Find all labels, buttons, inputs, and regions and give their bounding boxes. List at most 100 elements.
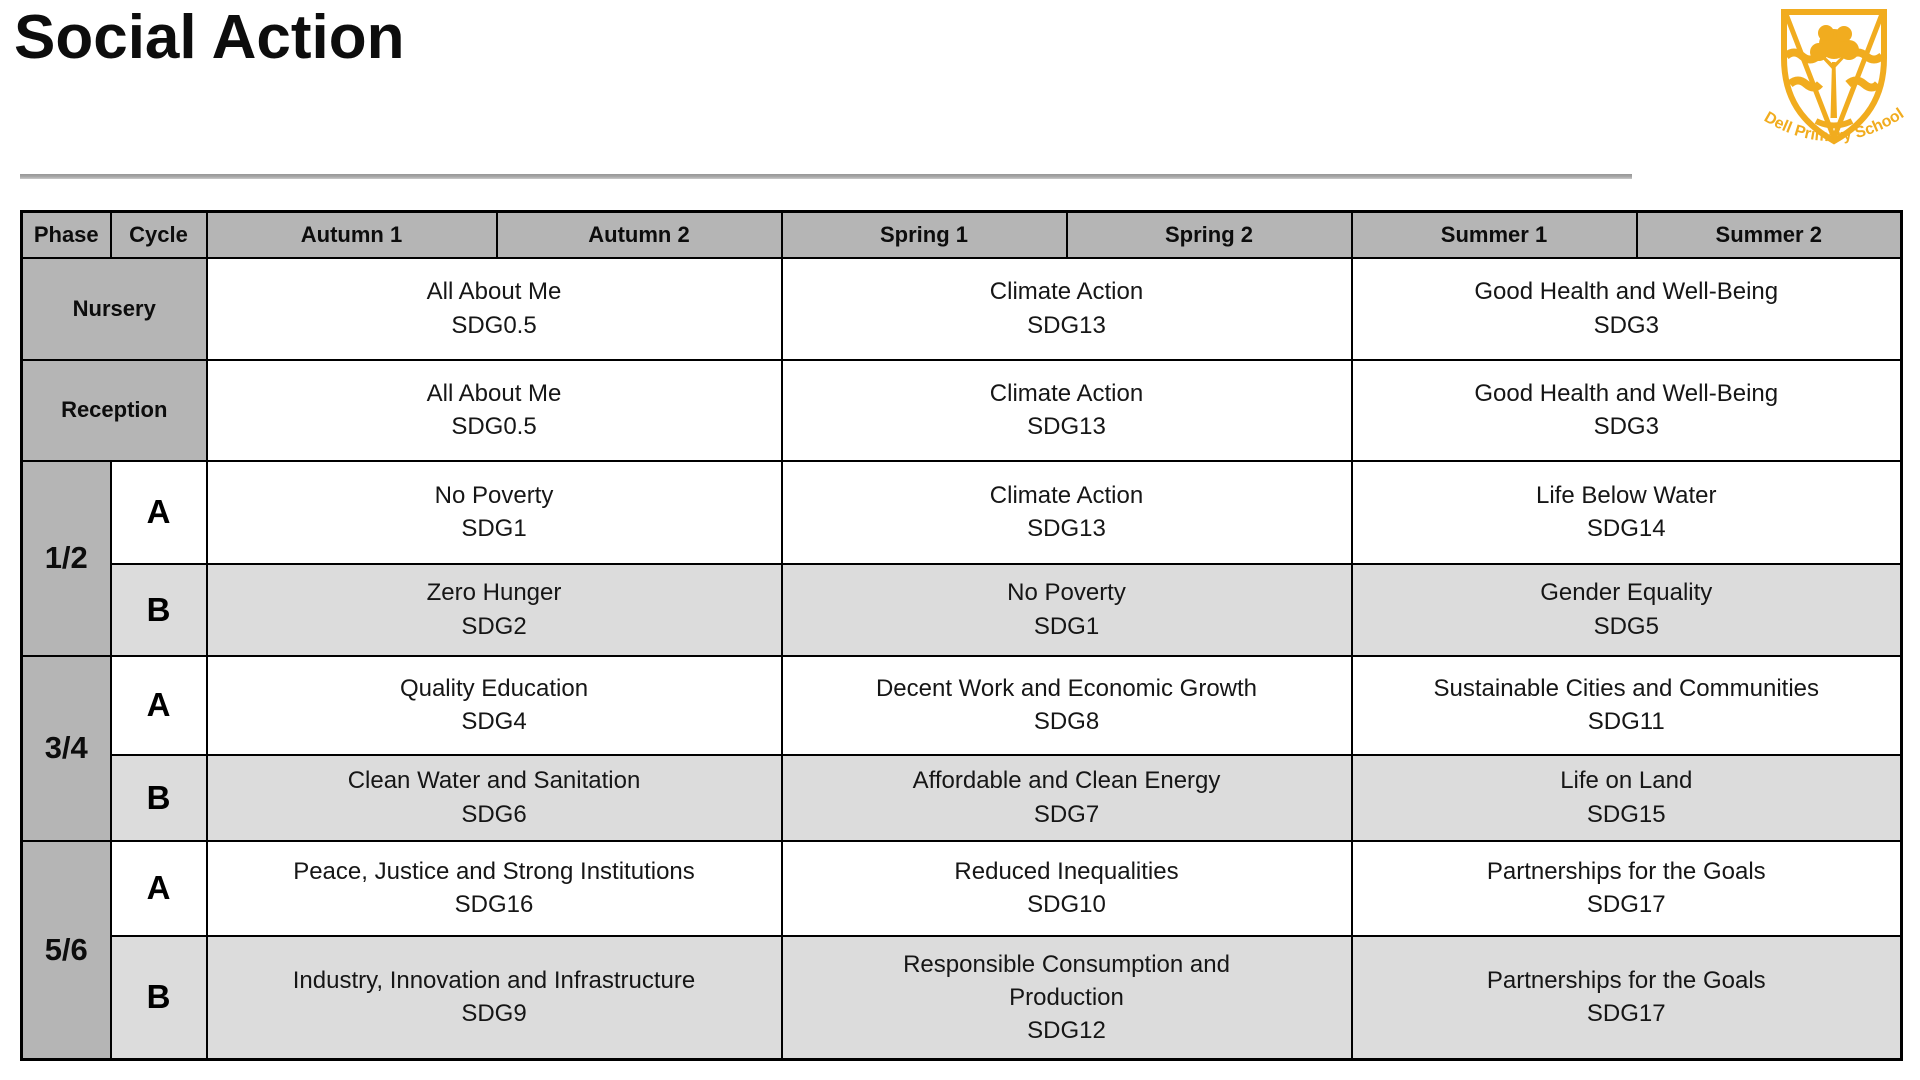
topic-title: No Poverty <box>434 481 554 509</box>
header-phase: Phase <box>20 210 112 259</box>
header-summer-2: Summer 2 <box>1635 210 1903 259</box>
cycle-cell-56-a: A <box>109 839 208 937</box>
sdg-code: SDG10 <box>1027 891 1106 918</box>
cell-reception-autumn: All About Me SDG0.5 <box>205 358 783 462</box>
topic-title: Affordable and Clean Energy <box>912 767 1221 795</box>
topic-title: Climate Action <box>989 379 1144 407</box>
topic-title: All About Me <box>426 379 562 407</box>
topic-title: Reduced Inequalities <box>954 857 1179 885</box>
sdg-code: SDG14 <box>1586 515 1666 542</box>
header-spring-2: Spring 2 <box>1065 210 1353 259</box>
cycle-cell-34-b: B <box>109 753 208 842</box>
header-summer-1: Summer 1 <box>1350 210 1638 259</box>
topic-title: Life on Land <box>1560 767 1693 795</box>
sdg-code: SDG1 <box>461 515 527 542</box>
topic-title: Good Health and Well-Being <box>1474 379 1779 407</box>
sdg-code: SDG7 <box>1033 800 1100 828</box>
cell-56a-autumn: Peace, Justice and Strong Institutions S… <box>205 839 783 937</box>
topic-title: Climate Action <box>989 481 1144 509</box>
sdg-code: SDG2 <box>461 612 527 640</box>
topic-title: Sustainable Cities and Communities <box>1433 674 1820 702</box>
cell-reception-spring: Climate Action SDG13 <box>780 358 1353 462</box>
sdg-code: SDG9 <box>461 1000 527 1028</box>
sdg-code: SDG0.5 <box>451 311 537 339</box>
topic-title: Partnerships for the Goals <box>1486 857 1766 885</box>
row-12-b: B Zero Hunger SDG2 No Poverty SDG1 Gende… <box>22 562 1903 657</box>
topic-title: Good Health and Well-Being <box>1474 278 1779 306</box>
sdg-code: SDG13 <box>1027 311 1106 339</box>
sdg-code: SDG16 <box>454 891 534 918</box>
cell-34b-spring: Affordable and Clean Energy SDG7 <box>780 753 1353 842</box>
cell-34b-autumn: Clean Water and Sanitation SDG6 <box>205 753 783 842</box>
cell-12b-summer: Gender Equality SDG5 <box>1350 562 1903 657</box>
sdg-code: SDG0.5 <box>451 413 537 440</box>
sdg-code: SDG4 <box>461 708 527 735</box>
sdg-code: SDG12 <box>1027 1016 1106 1044</box>
sdg-code: SDG5 <box>1593 612 1659 640</box>
topic-title: Gender Equality <box>1540 579 1713 607</box>
sdg-code: SDG3 <box>1593 413 1659 440</box>
row-56-b: B Industry, Innovation and Infrastructur… <box>22 934 1903 1061</box>
sdg-code: SDG17 <box>1586 891 1666 918</box>
sdg-code: SDG17 <box>1586 1000 1666 1028</box>
cell-reception-summer: Good Health and Well-Being SDG3 <box>1350 358 1903 462</box>
page-title: Social Action <box>14 3 405 72</box>
topic-title: Peace, Justice and Strong Institutions <box>293 857 695 885</box>
cycle-cell-56-b: B <box>109 934 208 1061</box>
cell-12b-spring: No Poverty SDG1 <box>780 562 1353 657</box>
row-12-a: 1/2 A No Poverty SDG1 Climate Action SDG… <box>20 459 1903 657</box>
title-divider-rule <box>20 174 1632 179</box>
cell-56b-summer: Partnerships for the Goals SDG17 <box>1350 934 1903 1061</box>
wave-band-icon <box>1845 76 1882 92</box>
social-action-curriculum-table: Phase Cycle Autumn 1 Autumn 2 Spring 1 S… <box>20 210 1903 1061</box>
phase-cell-56: 5/6 <box>20 839 112 1061</box>
phase-cell-nursery: Nursery <box>20 256 208 361</box>
topic-title: Responsible Consumption and Production <box>903 950 1230 1011</box>
cycle-cell-12-a: A <box>109 459 208 565</box>
topic-title: Clean Water and Sanitation <box>347 767 641 795</box>
phase-cell-12: 1/2 <box>20 459 112 657</box>
cycle-cell-12-b: B <box>109 562 208 657</box>
topic-title: All About Me <box>426 278 562 306</box>
cell-nursery-spring: Climate Action SDG13 <box>780 256 1353 361</box>
topic-title: Life Below Water <box>1535 481 1717 509</box>
cell-nursery-autumn: All About Me SDG0.5 <box>205 256 783 361</box>
sdg-code: SDG8 <box>1033 708 1100 735</box>
header-autumn-1: Autumn 1 <box>205 210 498 259</box>
topic-title: Industry, Innovation and Infrastructure <box>292 967 696 995</box>
cell-nursery-summer: Good Health and Well-Being SDG3 <box>1350 256 1903 361</box>
sdg-code: SDG13 <box>1027 413 1106 440</box>
sdg-code: SDG11 <box>1587 708 1665 735</box>
cell-56b-spring: Responsible Consumption and Production S… <box>780 934 1353 1061</box>
chevron-icon <box>1783 13 1885 139</box>
cell-34a-summer: Sustainable Cities and Communities SDG11 <box>1350 654 1903 756</box>
cell-34a-spring: Decent Work and Economic Growth SDG8 <box>780 654 1353 756</box>
row-56-a: 5/6 A Peace, Justice and Strong Institut… <box>20 839 1903 1061</box>
phase-cell-34: 3/4 <box>20 654 112 842</box>
row-reception: Reception All About Me SDG0.5 Climate Ac… <box>20 358 1903 462</box>
sdg-code: SDG13 <box>1027 515 1106 542</box>
tree-icon <box>1810 25 1859 118</box>
header-row: Phase Cycle Autumn 1 Autumn 2 Spring 1 S… <box>20 210 1903 259</box>
topic-title: Decent Work and Economic Growth <box>875 674 1258 702</box>
topic-title: No Poverty <box>1007 579 1126 607</box>
cycle-cell-34-a: A <box>109 654 208 756</box>
cell-12b-autumn: Zero Hunger SDG2 <box>205 562 783 657</box>
header-autumn-2: Autumn 2 <box>495 210 783 259</box>
topic-title: Quality Education <box>399 674 589 702</box>
row-34-b: B Clean Water and Sanitation SDG6 Afford… <box>22 753 1903 842</box>
header-spring-1: Spring 1 <box>780 210 1068 259</box>
topic-title: Partnerships for the Goals <box>1486 967 1766 995</box>
wave-band-icon <box>1787 76 1824 92</box>
cell-12a-autumn: No Poverty SDG1 <box>205 459 783 565</box>
school-crest-icon: Dell Primary School <box>1761 9 1907 145</box>
school-logo: Dell Primary School <box>1756 4 1912 170</box>
cell-34a-autumn: Quality Education SDG4 <box>205 654 783 756</box>
cell-56b-autumn: Industry, Innovation and Infrastructure … <box>205 934 783 1061</box>
row-34-a: 3/4 A Quality Education SDG4 Decent Work… <box>20 654 1903 842</box>
row-nursery: Nursery All About Me SDG0.5 Climate Acti… <box>20 256 1903 361</box>
cell-12a-spring: Climate Action SDG13 <box>780 459 1353 565</box>
shield-icon <box>1781 9 1887 145</box>
cell-56a-summer: Partnerships for the Goals SDG17 <box>1350 839 1903 937</box>
sdg-code: SDG15 <box>1586 800 1666 828</box>
